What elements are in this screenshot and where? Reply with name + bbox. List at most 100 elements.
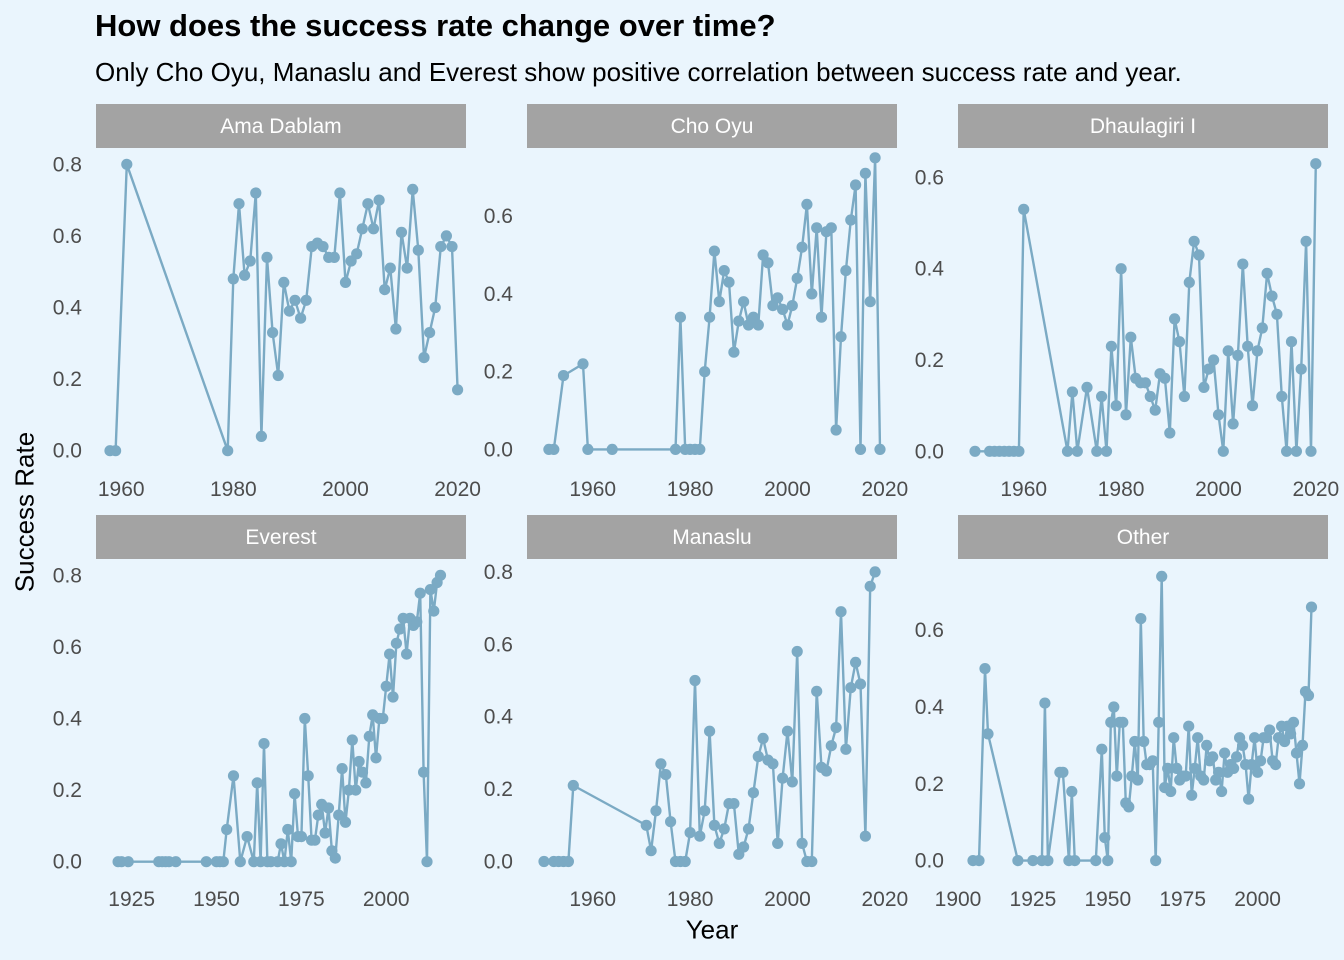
data-point bbox=[1228, 762, 1240, 775]
data-point bbox=[969, 445, 981, 457]
data-point bbox=[1242, 340, 1254, 352]
data-point bbox=[122, 856, 134, 868]
y-tick-label: 0.6 bbox=[53, 225, 82, 248]
y-tick-label: 0.8 bbox=[484, 561, 513, 584]
data-point bbox=[289, 294, 301, 306]
data-point bbox=[689, 674, 701, 687]
data-point bbox=[1266, 290, 1278, 302]
data-point bbox=[1293, 778, 1306, 790]
data-point bbox=[251, 777, 263, 789]
data-point bbox=[796, 837, 808, 850]
y-tick-label: 0.6 bbox=[484, 633, 513, 656]
y-tick-label: 0.2 bbox=[484, 361, 513, 384]
data-point bbox=[859, 830, 872, 842]
data-point bbox=[272, 369, 284, 382]
data-point bbox=[239, 269, 251, 281]
data-point bbox=[350, 784, 362, 796]
data-point bbox=[360, 777, 372, 789]
x-tick-label: 1900 bbox=[935, 888, 982, 911]
data-point bbox=[1153, 716, 1165, 728]
data-point bbox=[1276, 390, 1288, 403]
x-tick-label: 1975 bbox=[278, 888, 325, 911]
data-point bbox=[421, 856, 433, 868]
data-point bbox=[283, 305, 295, 317]
data-point bbox=[440, 230, 452, 242]
data-point bbox=[738, 841, 750, 853]
x-tick-label: 1960 bbox=[98, 478, 145, 501]
data-point bbox=[1081, 381, 1093, 393]
data-point bbox=[424, 584, 436, 596]
data-point bbox=[1091, 445, 1103, 457]
facet-strip bbox=[958, 515, 1328, 559]
data-point bbox=[317, 241, 329, 253]
data-point bbox=[336, 763, 348, 775]
x-tick-label: 1980 bbox=[667, 888, 714, 911]
data-point bbox=[217, 856, 229, 868]
data-point bbox=[351, 248, 363, 260]
data-point bbox=[110, 445, 122, 457]
data-point bbox=[289, 788, 301, 800]
data-point bbox=[418, 352, 430, 364]
data-point bbox=[1013, 445, 1025, 457]
data-point bbox=[874, 443, 886, 455]
data-point bbox=[1018, 203, 1030, 215]
data-point bbox=[221, 823, 233, 836]
data-point bbox=[1069, 855, 1081, 867]
data-point bbox=[435, 241, 447, 253]
data-point bbox=[295, 312, 307, 324]
data-point bbox=[708, 245, 721, 257]
data-point bbox=[772, 837, 784, 850]
facet-strip-label: Ama Dablam bbox=[220, 115, 341, 138]
y-tick-label: 0.4 bbox=[484, 283, 514, 306]
data-point bbox=[1186, 789, 1198, 801]
x-axis-label: Year bbox=[685, 914, 739, 945]
data-point bbox=[1271, 308, 1283, 320]
data-point bbox=[1162, 762, 1174, 775]
data-point bbox=[669, 443, 682, 455]
data-point bbox=[1139, 377, 1151, 389]
data-point bbox=[255, 430, 267, 442]
data-point bbox=[1219, 747, 1231, 759]
data-point bbox=[830, 424, 842, 436]
y-tick-label: 0.6 bbox=[915, 619, 944, 642]
data-point bbox=[1264, 724, 1276, 736]
data-point bbox=[434, 569, 447, 581]
data-point bbox=[424, 327, 436, 339]
data-point bbox=[300, 294, 312, 306]
data-point bbox=[1099, 832, 1111, 844]
x-tick-label: 1960 bbox=[569, 478, 616, 501]
data-point bbox=[1066, 386, 1078, 398]
x-tick-label: 2020 bbox=[434, 478, 481, 501]
data-point bbox=[339, 816, 352, 828]
data-point bbox=[1115, 263, 1127, 275]
data-point bbox=[1279, 735, 1291, 748]
data-point bbox=[1232, 349, 1244, 361]
data-point bbox=[713, 837, 725, 850]
data-point bbox=[747, 787, 760, 799]
data-point bbox=[1108, 701, 1120, 713]
y-tick-label: 0.0 bbox=[53, 851, 82, 874]
x-tick-label: 1980 bbox=[210, 478, 257, 501]
facet-strip-label: Manaslu bbox=[672, 526, 751, 549]
data-point bbox=[1129, 735, 1141, 748]
data-point bbox=[1183, 720, 1195, 732]
data-point bbox=[309, 834, 321, 846]
data-point bbox=[241, 831, 253, 843]
data-point bbox=[1261, 267, 1273, 279]
data-point bbox=[1227, 418, 1239, 430]
facet-other: Other 0.0 0.2 0.4 0.6 1900 1925 1950 1975 2000 bbox=[915, 515, 1328, 911]
x-tick-label: 2020 bbox=[861, 478, 908, 501]
data-point bbox=[1180, 770, 1192, 782]
data-point bbox=[1222, 345, 1234, 357]
data-point bbox=[1193, 249, 1205, 261]
data-point bbox=[1201, 739, 1213, 752]
data-point bbox=[319, 827, 331, 839]
data-point bbox=[346, 734, 358, 746]
data-point bbox=[713, 296, 725, 308]
data-point bbox=[1125, 331, 1137, 343]
data-point bbox=[557, 370, 570, 382]
data-point bbox=[1302, 689, 1315, 702]
data-point bbox=[395, 226, 408, 238]
data-point bbox=[694, 830, 706, 842]
data-point bbox=[1173, 336, 1186, 348]
